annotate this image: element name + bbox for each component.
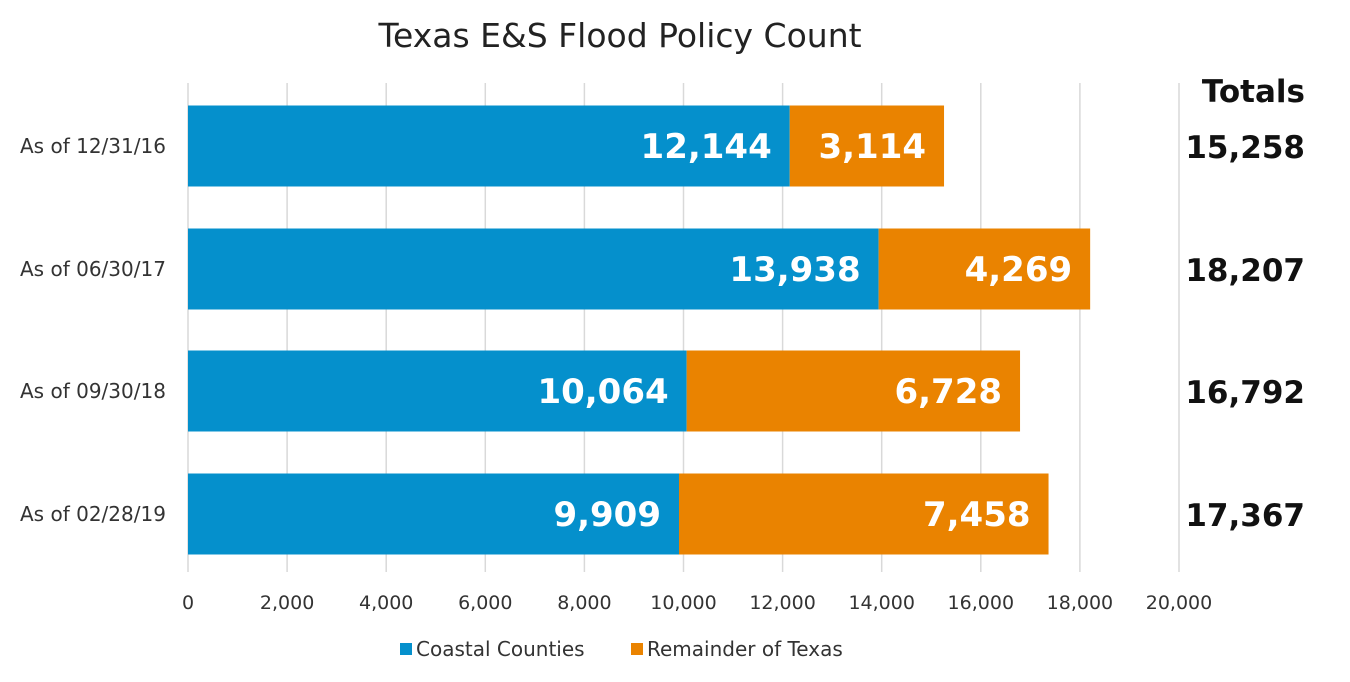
x-tick-label: 14,000 [848,592,914,614]
x-tick-label: 12,000 [749,592,815,614]
total-value: 17,367 [1185,498,1305,534]
bar-coastal-counties [188,228,879,310]
x-tick-label: 2,000 [260,592,314,614]
data-label: 10,064 [537,372,668,412]
bar-remainder-of-texas [789,105,945,187]
x-axis-tick-labels: 0 2,000 4,000 6,000 8,000 10,000 12,000 14,000 1… [182,592,1212,614]
total-value: 16,792 [1185,375,1305,411]
x-tick-label: 10,000 [650,592,716,614]
category-label: As of 06/30/17 [20,257,166,281]
bar-coastal-counties [188,350,687,432]
bar-remainder-of-texas [878,228,1091,310]
bar-remainder-of-texas [678,473,1049,555]
total-value: 15,258 [1185,130,1305,166]
category-label: As of 02/28/19 [20,502,166,526]
chart-title: Texas E&S Flood Policy Count [377,16,861,55]
bars: 12,144 3,114 13,938 4,269 10,064 6,728 9,909 7,… [188,105,1091,555]
data-label: 12,144 [641,127,772,167]
bar-remainder-of-texas [686,350,1021,432]
data-label: 3,114 [818,127,926,167]
x-tick-label: 18,000 [1047,592,1113,614]
legend-swatch [631,643,643,655]
x-tick-label: 6,000 [458,592,512,614]
legend-label: Remainder of Texas [647,637,843,661]
x-tick-label: 8,000 [557,592,611,614]
legend-swatch [400,643,412,655]
data-label: 7,458 [923,495,1031,535]
x-tick-label: 0 [182,592,194,614]
legend-label: Coastal Counties [416,637,585,661]
x-tick-label: 4,000 [359,592,413,614]
x-tick-label: 20,000 [1146,592,1212,614]
bar-coastal-counties [188,473,679,555]
x-tick-label: 16,000 [948,592,1014,614]
data-label: 9,909 [553,495,661,535]
category-label: As of 09/30/18 [20,379,166,403]
data-label: 4,269 [965,250,1073,290]
totals-header: Totals [1202,74,1305,110]
data-label: 6,728 [894,372,1002,412]
legend: Coastal Counties Remainder of Texas [400,637,843,661]
category-label: As of 12/31/16 [20,134,166,158]
bar-coastal-counties [188,105,790,187]
total-value: 18,207 [1185,253,1305,289]
data-label: 13,938 [729,250,860,290]
category-labels: As of 12/31/16 As of 06/30/17 As of 09/30/… [20,134,166,526]
totals-column: 15,258 18,207 16,792 17,367 [1185,130,1305,534]
